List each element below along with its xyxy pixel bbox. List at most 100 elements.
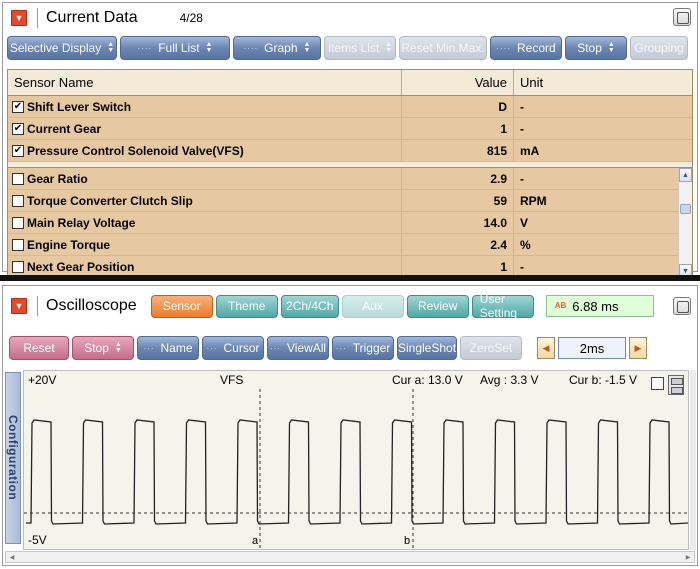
column-header-unit[interactable]: Unit <box>520 75 544 90</box>
table-row[interactable]: Engine Torque 2.4% <box>8 234 678 256</box>
sensor-name: Torque Converter Clutch Slip <box>27 193 193 208</box>
graph-button[interactable]: ···· Graph ▲ ▼ <box>233 36 321 60</box>
menu-dots-icon: ··· <box>206 343 218 353</box>
current-data-title-bar: ▼ Current Data 4/28 <box>3 3 697 33</box>
sensor-checkbox[interactable] <box>12 216 24 229</box>
pinned-rows: ✔ Shift Lever Switch D - ✔ Current Gear 1- ✔ Pre… <box>8 96 692 162</box>
sensor-unit: - <box>520 259 524 274</box>
sensor-name-cell: Engine Torque <box>8 234 402 255</box>
name-button[interactable]: ··· Name <box>137 336 199 360</box>
tab-review[interactable]: Review <box>406 294 469 318</box>
sensor-checkbox[interactable]: ✔ <box>12 144 24 157</box>
cursor-b-marker[interactable]: b <box>404 535 411 547</box>
table-row[interactable]: ✔ Shift Lever Switch D - <box>8 96 692 118</box>
cursor-a-readout: Cur a: 13.0 V <box>392 373 463 387</box>
viewall-button[interactable]: ··· ViewAll <box>267 336 329 360</box>
sensor-checkbox[interactable] <box>12 172 24 185</box>
sensor-name-cell: Torque Converter Clutch Slip <box>8 190 402 211</box>
sensor-name: Shift Lever Switch <box>27 99 132 114</box>
scroll-right-icon[interactable]: ▶ <box>685 554 691 561</box>
layout-toggle-icon[interactable] <box>668 375 684 395</box>
stop-button[interactable]: Stop ▲ ▼ <box>72 336 134 360</box>
button-label: Record <box>516 41 556 55</box>
table-row[interactable]: Gear Ratio 2.9- <box>8 168 678 190</box>
scope-checkbox[interactable] <box>651 377 664 390</box>
button-label: Items List <box>327 41 380 55</box>
configuration-tab[interactable]: Configuration <box>5 372 21 544</box>
collapse-toggle-icon[interactable]: ▼ <box>11 10 27 26</box>
items-list-button: Items List ▲ ▼ <box>324 36 396 60</box>
scroll-up-icon[interactable]: ▲ <box>679 168 692 182</box>
current-data-panel: ▼ Current Data 4/28 Selective Display ▲ ▼ ·… <box>2 2 698 279</box>
button-label: ViewAll <box>286 341 327 355</box>
sensor-value: 2.9 <box>402 168 514 189</box>
sensor-checkbox[interactable]: ✔ <box>12 122 24 135</box>
timebase-control: ◀ 2ms ▶ <box>537 337 647 359</box>
oscilloscope-title-bar: ▼ Oscilloscope Sensor Theme 2Ch/4Ch Aux Revi… <box>3 286 697 326</box>
tab-sensor[interactable]: Sensor <box>150 294 213 318</box>
sensor-unit: RPM <box>520 193 547 208</box>
sensor-name-cell: Next Gear Position <box>8 256 402 277</box>
trigger-button[interactable]: ··· Trigger <box>332 336 394 360</box>
sensor-name: Gear Ratio <box>27 171 88 186</box>
sensor-checkbox[interactable]: ✔ <box>12 100 24 113</box>
selective-display-button[interactable]: Selective Display ▲ ▼ <box>7 36 117 60</box>
menu-dots-icon: ··· <box>143 343 155 353</box>
tab-theme[interactable]: Theme <box>215 294 278 318</box>
singleshot-button[interactable]: SingleShot <box>397 336 457 360</box>
sensor-checkbox[interactable] <box>12 238 24 251</box>
menu-dots-icon: ··· <box>335 343 347 353</box>
column-header-name[interactable]: Sensor Name <box>8 70 402 95</box>
button-label: Grouping <box>634 41 684 55</box>
table-row[interactable]: ✔ Pressure Control Solenoid Valve(VFS) 815… <box>8 140 692 162</box>
maximize-icon[interactable] <box>673 297 691 315</box>
record-button[interactable]: ···· Record <box>490 36 562 60</box>
time-readout-value: 6.88 ms <box>572 298 619 314</box>
column-header-value[interactable]: Value <box>402 70 514 95</box>
panel-title: Oscilloscope <box>46 297 137 314</box>
table-row[interactable]: Torque Converter Clutch Slip 59 RPM <box>8 190 678 212</box>
waveform-svg <box>24 389 688 549</box>
button-label: Stop <box>577 41 602 55</box>
table-row[interactable]: Main Relay Voltage 14.0 V <box>8 212 678 234</box>
cursor-button[interactable]: ··· Cursor <box>202 336 264 360</box>
sensor-table: Sensor Name Value Unit ✔ Shift Lever Swit… <box>7 69 693 279</box>
stop-button[interactable]: Stop ▲ ▼ <box>565 36 627 60</box>
cursor-a-marker[interactable]: a <box>252 535 259 547</box>
scroll-left-icon[interactable]: ◀ <box>9 554 15 561</box>
sensor-unit: - <box>520 99 524 114</box>
sensor-name: Pressure Control Solenoid Valve(VFS) <box>27 143 244 158</box>
sensor-checkbox[interactable] <box>12 194 24 207</box>
button-label: Name <box>160 341 193 355</box>
sensor-value: 815 <box>402 140 514 161</box>
timebase-increase-icon[interactable]: ▶ <box>629 337 647 359</box>
timebase-decrease-icon[interactable]: ◀ <box>537 337 555 359</box>
scale-bottom-label: -5V <box>28 533 47 547</box>
tab-aux: Aux <box>341 294 404 318</box>
horizontal-scrollbar[interactable]: ◀ ▶ <box>5 551 695 563</box>
ab-delta-icon: AB <box>554 301 567 310</box>
panel-divider[interactable] <box>0 275 700 281</box>
collapse-toggle-icon[interactable]: ▼ <box>11 298 27 314</box>
timebase-value[interactable]: 2ms <box>558 337 626 359</box>
title-divider <box>37 296 38 316</box>
maximize-icon[interactable] <box>673 8 691 26</box>
time-readout: AB 6.88 ms <box>545 295 654 317</box>
updown-arrows-icon: ▲ ▼ <box>303 41 311 54</box>
scroll-thumb[interactable] <box>680 204 691 214</box>
menu-dots-icon: ···· <box>496 43 511 53</box>
updown-arrows-icon: ▲ ▼ <box>205 41 213 54</box>
vertical-scrollbar[interactable]: ▲ ▼ <box>678 168 692 278</box>
reset-button[interactable]: Reset <box>9 336 69 360</box>
updown-arrows-icon: ▲ ▼ <box>385 41 393 54</box>
tab-user-setting[interactable]: User Setting <box>471 292 534 320</box>
sensor-value: D <box>402 96 514 117</box>
sensor-value: 1 <box>402 118 514 139</box>
sensor-checkbox[interactable] <box>12 260 24 273</box>
oscilloscope-toolbar: Reset Stop ▲ ▼ ··· Name ··· Cursor ··· ViewAll ···… <box>3 326 697 370</box>
table-row[interactable]: ✔ Current Gear 1- <box>8 118 692 140</box>
sensor-name-cell: ✔ Current Gear <box>8 118 402 139</box>
waveform-display[interactable]: +20V -5V VFS Cur a: 13.0 V Avg : 3.3 V C… <box>23 370 689 550</box>
tab-2ch-4ch[interactable]: 2Ch/4Ch <box>280 294 339 318</box>
full-list-button[interactable]: ···· Full List ▲ ▼ <box>120 36 230 60</box>
